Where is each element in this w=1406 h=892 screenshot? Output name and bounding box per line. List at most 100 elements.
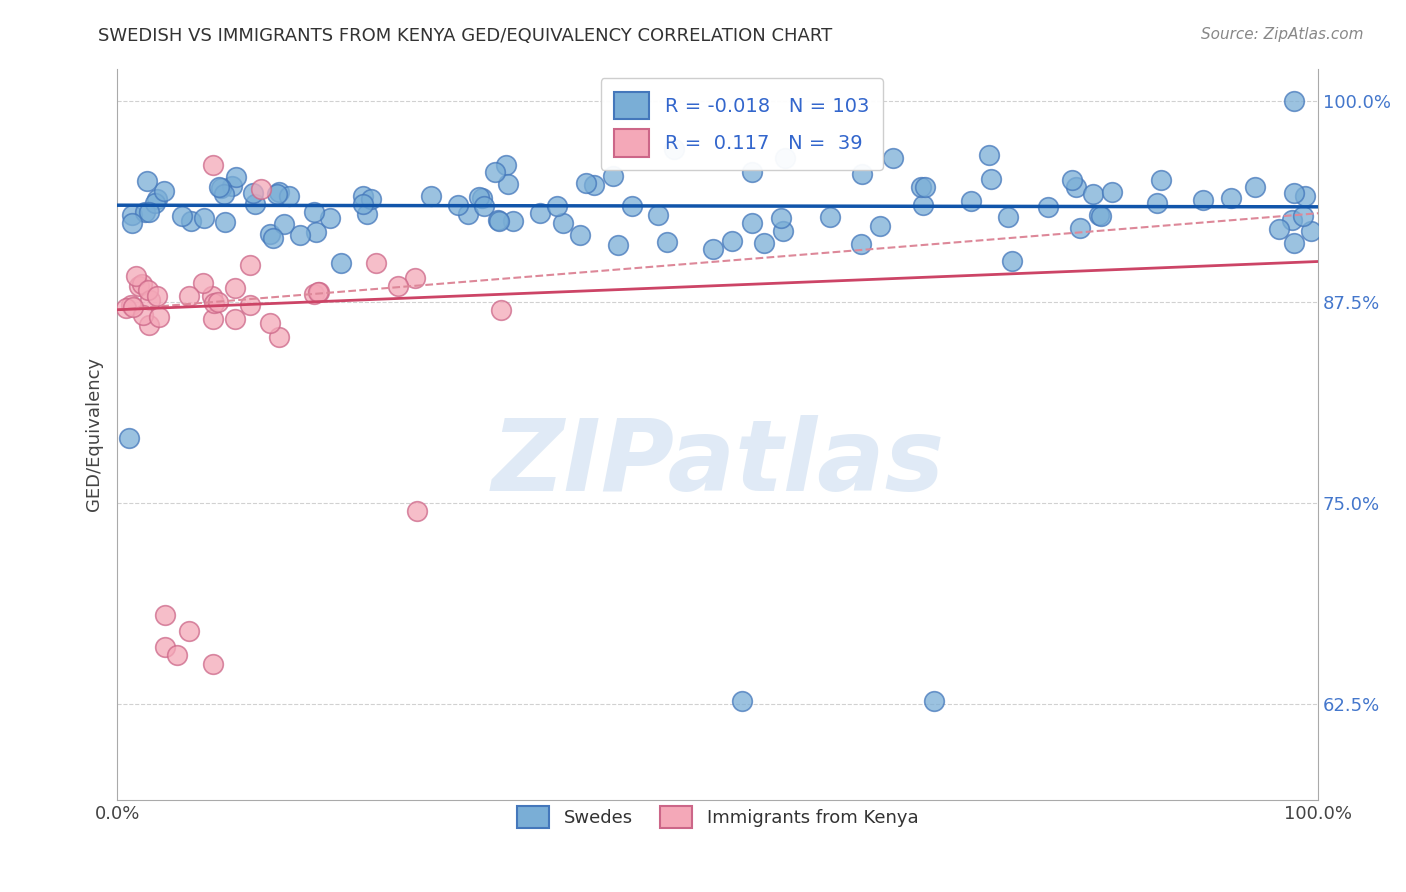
- Point: [121, 216, 143, 230]
- Point: [491, 302, 513, 317]
- Point: [404, 271, 426, 285]
- Point: [121, 301, 143, 315]
- Point: [496, 177, 519, 191]
- Point: [551, 215, 574, 229]
- Point: [120, 298, 142, 312]
- Point: [146, 289, 169, 303]
- Point: [214, 215, 236, 229]
- Point: [922, 693, 945, 707]
- Point: [180, 214, 202, 228]
- Point: [1066, 179, 1088, 194]
- Point: [221, 179, 243, 194]
- Point: [1244, 180, 1267, 194]
- Point: [607, 238, 630, 252]
- Point: [1060, 173, 1083, 187]
- Point: [128, 279, 150, 293]
- Point: [472, 199, 495, 213]
- Point: [664, 142, 686, 156]
- Point: [155, 608, 177, 623]
- Point: [1282, 186, 1305, 200]
- Point: [818, 210, 841, 224]
- Text: ZIPatlas: ZIPatlas: [491, 415, 945, 512]
- Point: [269, 330, 291, 344]
- Point: [1000, 253, 1022, 268]
- Point: [239, 298, 262, 312]
- Point: [224, 311, 246, 326]
- Point: [775, 151, 797, 165]
- Point: [143, 195, 166, 210]
- Point: [269, 185, 291, 199]
- Point: [305, 225, 328, 239]
- Point: [960, 194, 983, 208]
- Point: [1294, 189, 1316, 203]
- Point: [529, 206, 551, 220]
- Point: [278, 189, 301, 203]
- Point: [239, 258, 262, 272]
- Point: [259, 227, 281, 241]
- Text: SWEDISH VS IMMIGRANTS FROM KENYA GED/EQUIVALENCY CORRELATION CHART: SWEDISH VS IMMIGRANTS FROM KENYA GED/EQU…: [98, 27, 832, 45]
- Point: [1087, 208, 1109, 222]
- Point: [166, 648, 188, 663]
- Point: [1292, 209, 1315, 223]
- Point: [224, 281, 246, 295]
- Point: [319, 211, 342, 225]
- Point: [1268, 221, 1291, 235]
- Point: [148, 310, 170, 324]
- Point: [741, 165, 763, 179]
- Point: [308, 285, 330, 299]
- Point: [121, 208, 143, 222]
- Point: [131, 277, 153, 292]
- Point: [1282, 94, 1305, 108]
- Point: [115, 301, 138, 315]
- Y-axis label: GED/Equivalency: GED/Equivalency: [86, 358, 103, 511]
- Point: [138, 204, 160, 219]
- Point: [495, 158, 517, 172]
- Point: [914, 179, 936, 194]
- Point: [202, 657, 225, 671]
- Point: [387, 279, 409, 293]
- Point: [207, 294, 229, 309]
- Point: [179, 624, 201, 639]
- Point: [266, 186, 288, 201]
- Point: [209, 181, 232, 195]
- Point: [772, 223, 794, 237]
- Point: [1299, 224, 1322, 238]
- Point: [602, 169, 624, 183]
- Text: Source: ZipAtlas.com: Source: ZipAtlas.com: [1201, 27, 1364, 42]
- Point: [502, 214, 524, 228]
- Point: [134, 205, 156, 219]
- Point: [262, 231, 284, 245]
- Point: [364, 255, 387, 269]
- Point: [1282, 235, 1305, 250]
- Point: [488, 213, 510, 227]
- Point: [1150, 173, 1173, 187]
- Point: [657, 235, 679, 249]
- Point: [980, 171, 1002, 186]
- Point: [1081, 187, 1104, 202]
- Point: [869, 219, 891, 233]
- Point: [620, 200, 643, 214]
- Point: [139, 293, 162, 307]
- Point: [138, 318, 160, 332]
- Point: [242, 186, 264, 201]
- Point: [146, 193, 169, 207]
- Point: [997, 211, 1019, 225]
- Point: [1101, 185, 1123, 199]
- Point: [647, 208, 669, 222]
- Point: [721, 235, 744, 249]
- Point: [575, 176, 598, 190]
- Point: [582, 178, 605, 193]
- Point: [212, 186, 235, 201]
- Point: [741, 216, 763, 230]
- Point: [259, 316, 281, 330]
- Point: [471, 191, 494, 205]
- Point: [225, 170, 247, 185]
- Point: [243, 196, 266, 211]
- Point: [191, 277, 214, 291]
- Legend: Swedes, Immigrants from Kenya: Swedes, Immigrants from Kenya: [509, 798, 925, 835]
- Point: [882, 151, 904, 165]
- Point: [731, 693, 754, 707]
- Point: [136, 173, 159, 187]
- Point: [1036, 200, 1059, 214]
- Point: [1192, 193, 1215, 207]
